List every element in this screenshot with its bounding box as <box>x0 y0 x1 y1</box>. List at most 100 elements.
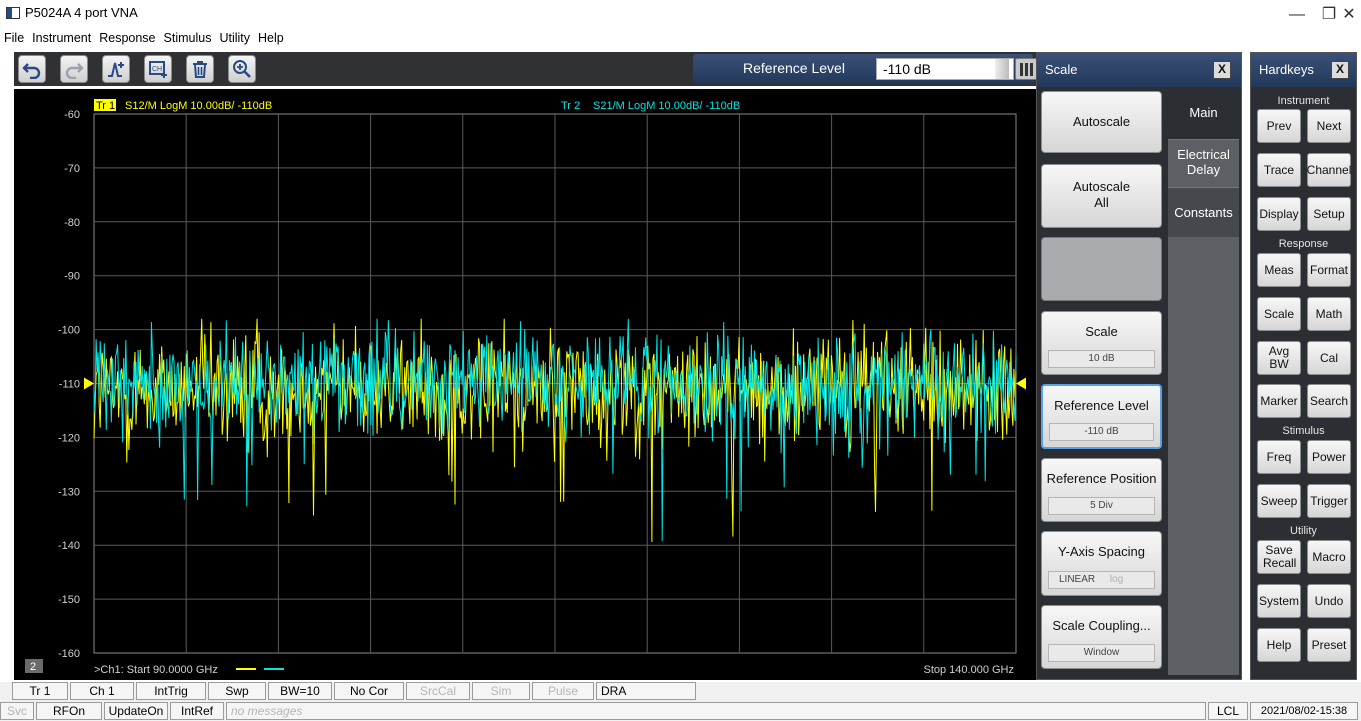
trace-plot: -60 -70 -80 -90 -100 -110 -120 -130 -140 -150 -160… <box>25 99 1026 676</box>
preset-button[interactable]: Preset <box>1307 628 1351 662</box>
help-button[interactable]: Help <box>1257 628 1301 662</box>
status-lcl[interactable]: LCL <box>1208 702 1248 720</box>
search-button[interactable]: Search <box>1307 384 1351 418</box>
reference-level-spinner[interactable] <box>995 59 1009 79</box>
channel-badge[interactable]: 2 <box>30 661 36 673</box>
status-srccal[interactable]: SrcCal <box>406 682 470 700</box>
format-button[interactable]: Format <box>1307 253 1351 287</box>
scale-panel-close-icon[interactable]: X <box>1213 61 1231 79</box>
app-icon <box>6 7 20 19</box>
minimize-icon[interactable]: — <box>1289 6 1305 23</box>
channel-button[interactable]: Channel <box>1307 153 1351 187</box>
trace-lines <box>93 318 1017 543</box>
trace2-label: S21/M LogM 10.00dB/ -110dB <box>593 100 740 112</box>
prev-button[interactable]: Prev <box>1257 109 1301 143</box>
status-trigger[interactable]: IntTrig <box>136 682 206 700</box>
status-trace[interactable]: Tr 1 <box>12 682 68 700</box>
status-bandwidth[interactable]: BW=10 <box>268 682 332 700</box>
avg-bw-button[interactable]: Avg BW <box>1257 341 1301 375</box>
reference-level-input[interactable]: -110 dB <box>876 58 1014 80</box>
status-rf-on[interactable]: RFOn <box>36 702 102 720</box>
freq-button[interactable]: Freq <box>1257 440 1301 474</box>
y-tick-label: -60 <box>64 109 80 121</box>
reference-position-label: Reference Position <box>1046 471 1157 486</box>
scale-value: 10 dB <box>1048 350 1155 368</box>
channel-badge-bg <box>25 659 43 673</box>
save-recall-button[interactable]: Save Recall <box>1257 540 1301 574</box>
system-button[interactable]: System <box>1257 584 1301 618</box>
keypad-icon[interactable] <box>1015 58 1037 80</box>
tab-electrical-delay[interactable]: Electrical Delay <box>1168 139 1239 187</box>
restore-icon[interactable]: ❐ <box>1321 6 1337 23</box>
measurement-chart[interactable]: -60 -70 -80 -90 -100 -110 -120 -130 -140 -150 -160… <box>14 89 1036 680</box>
zoom-button[interactable] <box>228 55 256 83</box>
tab-main[interactable]: Main <box>1168 89 1239 139</box>
status-channel[interactable]: Ch 1 <box>70 682 134 700</box>
status-correction[interactable]: No Cor <box>334 682 404 700</box>
status-pulse[interactable]: Pulse <box>532 682 594 700</box>
autoscale-button[interactable]: Autoscale <box>1041 91 1162 153</box>
meas-button[interactable]: Meas <box>1257 253 1301 287</box>
undo-icon <box>22 63 41 79</box>
menu-response[interactable]: Response <box>99 31 156 45</box>
status-dra[interactable]: DRA <box>596 682 696 700</box>
group-label-instrument: Instrument <box>1277 95 1330 107</box>
menu-help[interactable]: Help <box>258 31 284 45</box>
scale-button[interactable]: Scale 10 dB <box>1041 311 1162 375</box>
trace-button[interactable]: Trace <box>1257 153 1301 187</box>
y-tick-label: -120 <box>58 432 80 444</box>
start-frequency-label: >Ch1: Start 90.0000 GHz <box>94 664 218 676</box>
sweep-button[interactable]: Sweep <box>1257 484 1301 518</box>
menu-utility[interactable]: Utility <box>219 31 251 45</box>
status-sweep[interactable]: Swp <box>208 682 266 700</box>
math-button[interactable]: Math <box>1307 297 1351 331</box>
trace1-tag-bg <box>94 99 116 111</box>
blank-softkey[interactable] <box>1041 237 1162 301</box>
status-bar-bottom: Svc RFOn UpdateOn IntRef no messages LCL… <box>0 702 1361 721</box>
trace2-tag[interactable]: Tr 2 <box>561 100 580 112</box>
status-sim[interactable]: Sim <box>472 682 530 700</box>
cal-button[interactable]: Cal <box>1307 341 1351 375</box>
scale-coupling-button[interactable]: Scale Coupling... Window <box>1041 605 1162 669</box>
channel-add-icon: CH <box>149 61 167 78</box>
menu-instrument[interactable]: Instrument <box>32 31 92 45</box>
y-axis-spacing-button[interactable]: Y-Axis Spacing LINEAR log <box>1041 531 1162 596</box>
power-button[interactable]: Power <box>1307 440 1351 474</box>
status-intref[interactable]: IntRef <box>170 702 224 720</box>
tab-constants[interactable]: Constants <box>1168 187 1239 237</box>
marker-button[interactable]: Marker <box>1257 384 1301 418</box>
macro-button[interactable]: Macro <box>1307 540 1351 574</box>
trigger-button[interactable]: Trigger <box>1307 484 1351 518</box>
hardkeys-close-icon[interactable]: X <box>1331 61 1349 79</box>
delete-button[interactable] <box>186 55 214 83</box>
y-tick-label: -70 <box>64 163 80 175</box>
reference-position-button[interactable]: Reference Position 5 Div <box>1041 458 1162 522</box>
reference-marker-left[interactable] <box>84 377 94 390</box>
setup-button[interactable]: Setup <box>1307 197 1351 231</box>
scale-hardkey[interactable]: Scale <box>1257 297 1301 331</box>
display-button[interactable]: Display <box>1257 197 1301 231</box>
undo-hardkey[interactable]: Undo <box>1307 584 1351 618</box>
status-update-on[interactable]: UpdateOn <box>104 702 168 720</box>
reference-level-button[interactable]: Reference Level -110 dB <box>1041 384 1162 449</box>
menu-file[interactable]: File <box>4 31 25 45</box>
undo-button[interactable] <box>18 55 46 83</box>
trash-icon <box>193 61 207 78</box>
group-label-response: Response <box>1278 238 1329 250</box>
zoom-in-icon <box>233 60 251 78</box>
add-channel-button[interactable]: CH <box>144 55 172 83</box>
add-marker-button[interactable] <box>102 55 130 83</box>
status-svc[interactable]: Svc <box>0 702 34 720</box>
next-button[interactable]: Next <box>1307 109 1351 143</box>
scale-label: Scale <box>1085 324 1118 339</box>
close-window-icon[interactable]: ✕ <box>1342 6 1356 23</box>
menu-stimulus[interactable]: Stimulus <box>163 31 212 45</box>
y-axis-log-option: log <box>1109 574 1124 585</box>
autoscale-all-button[interactable]: Autoscale All <box>1041 164 1162 228</box>
trace1-tag[interactable]: Tr 1 <box>96 100 115 112</box>
status-message: no messages <box>226 702 1206 720</box>
y-axis-linear-option: LINEAR <box>1059 574 1096 585</box>
reference-marker-right[interactable] <box>1016 377 1026 390</box>
redo-button[interactable] <box>60 55 88 83</box>
reference-level-softkey-value: -110 dB <box>1049 423 1154 441</box>
